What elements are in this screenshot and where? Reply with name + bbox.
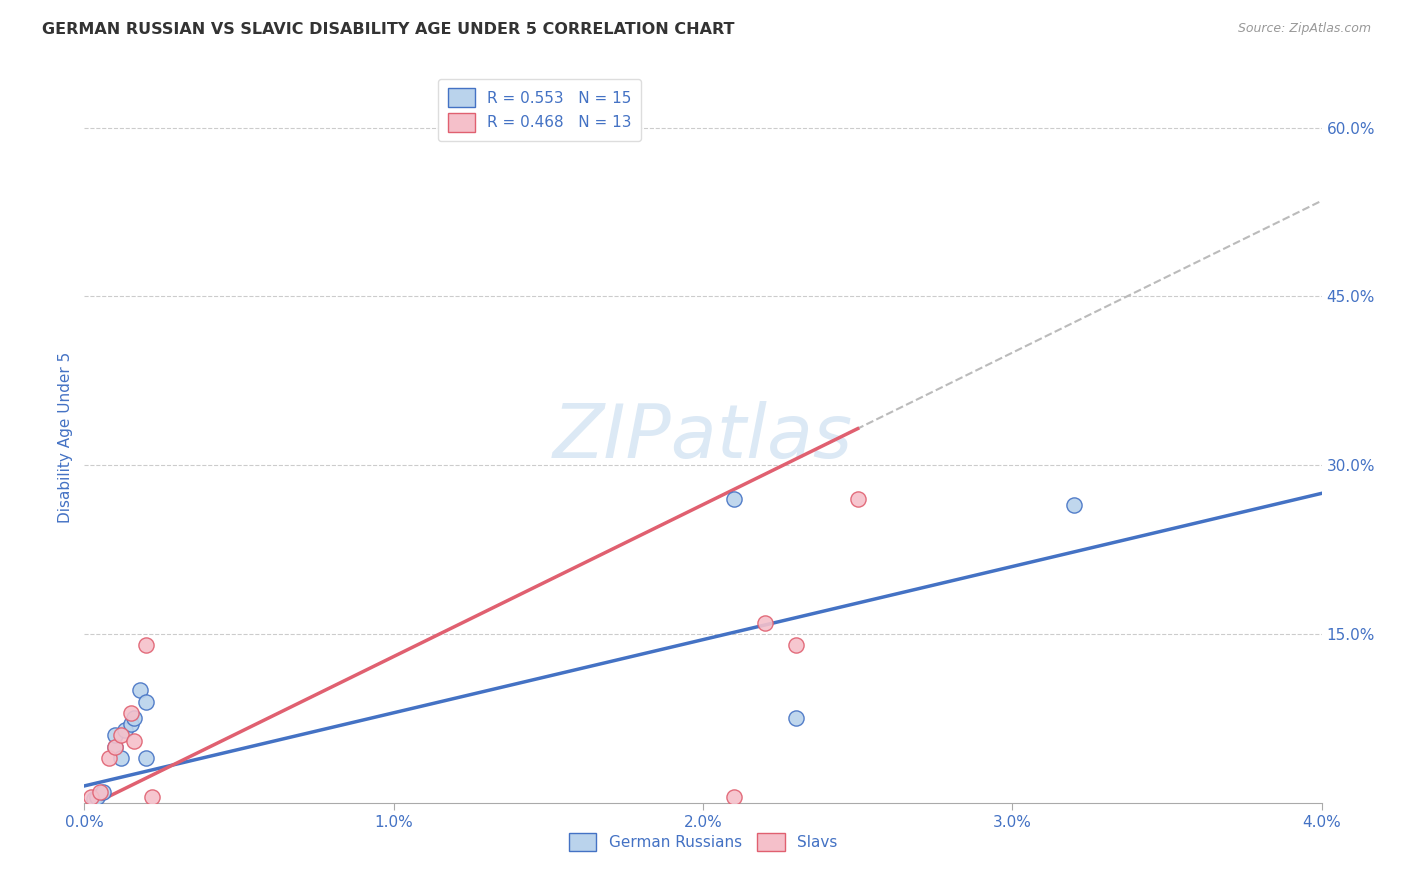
Point (104, 739, 127, 754)
Point (785, 638, 807, 652)
Text: ZIPatlas: ZIPatlas (553, 401, 853, 473)
Point (104, 739, 127, 754)
Point (110, 751, 132, 765)
Point (135, 638, 157, 652)
Point (141, 790, 163, 805)
Point (754, 615, 776, 630)
Point (129, 683, 152, 698)
Legend: German Russians, Slavs: German Russians, Slavs (562, 827, 844, 857)
Text: GERMAN RUSSIAN VS SLAVIC DISABILITY AGE UNDER 5 CORRELATION CHART: GERMAN RUSSIAN VS SLAVIC DISABILITY AGE … (42, 22, 735, 37)
Point (89, 784, 111, 798)
Point (122, 711, 145, 725)
Point (98, 751, 121, 765)
Point (120, 717, 142, 731)
Point (110, 728, 132, 742)
Point (86, 790, 108, 805)
Text: Source: ZipAtlas.com: Source: ZipAtlas.com (1237, 22, 1371, 36)
Point (723, 790, 745, 805)
Point (1063, 498, 1085, 512)
Point (114, 723, 136, 737)
Point (120, 706, 142, 720)
Y-axis label: Disability Age Under 5: Disability Age Under 5 (58, 351, 73, 523)
Point (83, 792, 105, 806)
Point (91, 784, 114, 798)
Point (723, 491, 745, 506)
Point (135, 694, 157, 708)
Point (785, 711, 807, 725)
Point (135, 751, 157, 765)
Point (104, 728, 127, 742)
Point (79, 790, 101, 805)
Point (846, 491, 869, 506)
Point (122, 734, 145, 748)
